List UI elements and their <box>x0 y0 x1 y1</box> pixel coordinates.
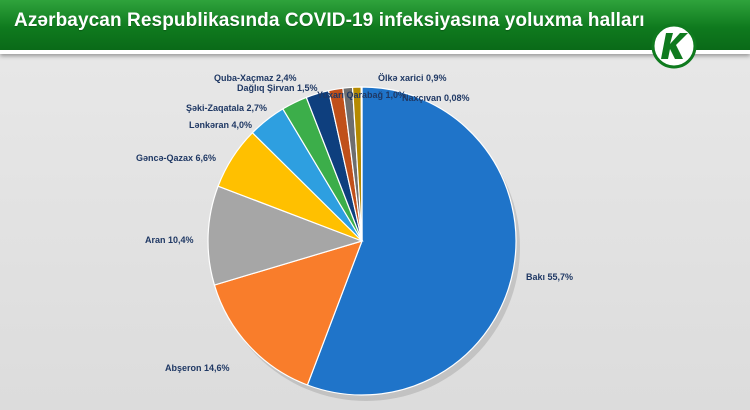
title-bar: Azərbaycan Respublikasında COVID-19 infe… <box>0 0 750 54</box>
slice-label-bak-: Bakı 55,7% <box>526 272 573 282</box>
slice-label-aran: Aran 10,4% <box>145 235 194 245</box>
chart-title: Azərbaycan Respublikasında COVID-19 infe… <box>14 10 645 31</box>
kanal-logo-icon <box>651 23 697 69</box>
slice-label-ab-eron: Abşeron 14,6% <box>165 363 230 373</box>
slice-label-g-nc-qazax: Gəncə-Qazax 6,6% <box>136 153 216 163</box>
slice-label-da-l-q-irvan: Dağlıq Şirvan 1,5% <box>237 83 318 93</box>
pie-slice-aran <box>207 185 364 286</box>
pie-slice-nax-van <box>360 86 363 242</box>
slice-label--lk-xarici: Ölkə xarici 0,9% <box>378 73 447 83</box>
pie-slice-bak- <box>306 86 517 396</box>
slice-label-yuxar-qaraba-: Yuxarı Qarabağ 1,0% <box>317 90 406 100</box>
pie-slice-ab-eron <box>213 240 363 386</box>
slice-label-l-nk-ran: Lənkəran 4,0% <box>189 120 252 130</box>
slice-label--ki-zaqatala: Şəki-Zaqatala 2,7% <box>186 103 267 113</box>
slice-label-nax-van: Naxçıvan 0,08% <box>402 93 470 103</box>
slice-label-quba-xa-maz: Quba-Xaçmaz 2,4% <box>214 73 297 83</box>
pie-chart: Bakı 55,7% Abşeron 14,6% Aran 10,4% Gəncə-Q… <box>136 73 573 401</box>
